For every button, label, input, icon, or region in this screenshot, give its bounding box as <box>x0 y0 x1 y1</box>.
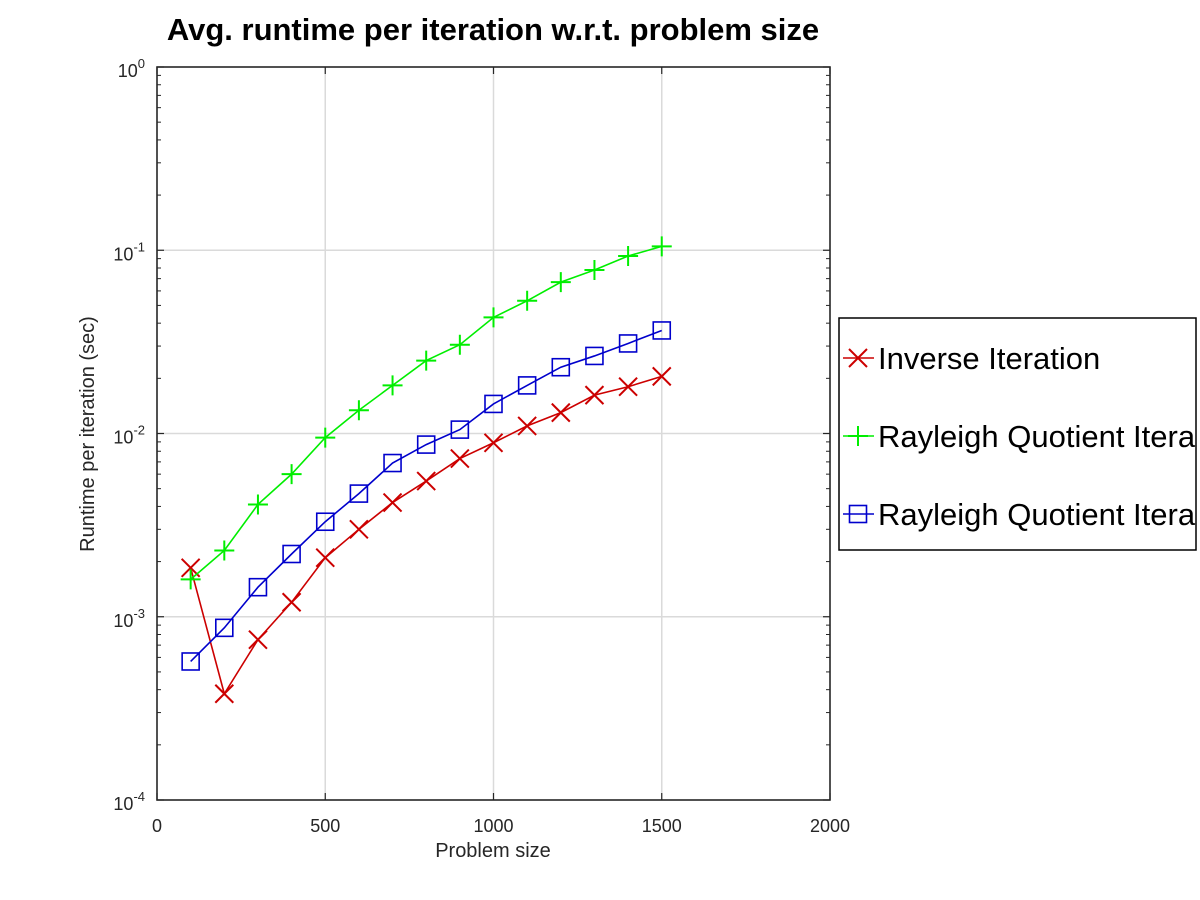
series-2-point <box>214 540 235 561</box>
series-2-point <box>315 427 336 448</box>
legend-box <box>838 317 1197 551</box>
x-tick-label: 2000 <box>810 816 850 836</box>
series-3-point <box>517 376 537 395</box>
y-tick-label: 100 <box>118 56 145 81</box>
series-2 <box>180 236 672 590</box>
series-2-point <box>348 400 369 421</box>
series-1-point <box>214 684 235 704</box>
series-3-point <box>416 435 436 454</box>
series-2-point <box>618 246 639 267</box>
series-2-point <box>483 307 504 328</box>
x-tick-label: 1000 <box>473 816 513 836</box>
series <box>180 236 672 704</box>
y-tick-label: 10-2 <box>113 423 145 448</box>
y-tick-label: 10-4 <box>113 789 145 814</box>
y-tick-label: 10-1 <box>113 239 145 264</box>
series-3-point <box>383 453 402 473</box>
series-2-point <box>449 334 470 355</box>
legend-label-2: Rayleigh Quotient Itera <box>878 419 1196 454</box>
series-1-point <box>315 547 335 568</box>
y-ticks: 100 10-1 10-2 10-3 10-4 <box>113 56 830 814</box>
series-2-point <box>416 350 437 371</box>
chart-title: Avg. runtime per iteration w.r.t. proble… <box>167 12 819 47</box>
series-1-point <box>584 385 605 405</box>
legend-label-3: Rayleigh Quotient Itera <box>878 497 1196 532</box>
legend-marker-2 <box>848 426 868 446</box>
series-3-point <box>215 618 234 638</box>
series-2-point <box>180 569 201 590</box>
legend: Inverse Iteration Rayleigh Quotient Itera… <box>838 317 1197 551</box>
series-2-point <box>550 272 571 293</box>
series-1-point <box>652 366 672 387</box>
series-1-point <box>382 492 403 513</box>
series-2-point <box>382 375 403 396</box>
series-3-line <box>190 329 663 663</box>
series-3-point <box>181 652 200 671</box>
series-2-point <box>517 290 538 311</box>
series-1-point <box>349 519 369 540</box>
series-2-point <box>584 260 605 281</box>
series-2-point <box>651 236 672 257</box>
y-axis-label: Runtime per iteration (sec) <box>77 316 99 552</box>
series-1-point <box>450 448 470 469</box>
series-3-point <box>282 544 301 564</box>
series-3-point <box>450 420 470 439</box>
series-3-point <box>349 484 369 503</box>
x-tick-label: 1500 <box>642 816 682 836</box>
series-1-point <box>551 402 571 423</box>
legend-label-1: Inverse Iteration <box>878 341 1100 376</box>
series-1-point <box>416 471 436 491</box>
series-3-point <box>652 321 672 340</box>
x-tick-label: 500 <box>310 816 340 836</box>
series-1 <box>180 366 672 704</box>
x-tick-label: 0 <box>152 816 162 836</box>
series-3-point <box>248 577 268 597</box>
x-ticks: 0 500 1000 1500 2000 <box>152 67 850 836</box>
series-1-point <box>517 416 537 436</box>
series-1-point <box>281 592 302 612</box>
series-3-point <box>315 512 335 532</box>
series-2-point <box>247 494 268 515</box>
series-3-point <box>618 334 638 353</box>
series-1-point <box>248 629 268 650</box>
series-3 <box>181 321 672 671</box>
series-3-point <box>484 394 503 414</box>
series-1-point <box>483 433 504 453</box>
series-3-point <box>585 346 604 366</box>
series-3-point <box>551 357 571 377</box>
series-2-point <box>281 464 302 485</box>
legend-marker-1 <box>848 348 868 368</box>
x-axis-label: Problem size <box>435 840 551 862</box>
y-tick-label: 10-3 <box>113 606 145 631</box>
legend-marker-3 <box>848 504 868 524</box>
series-1-point <box>618 377 638 397</box>
